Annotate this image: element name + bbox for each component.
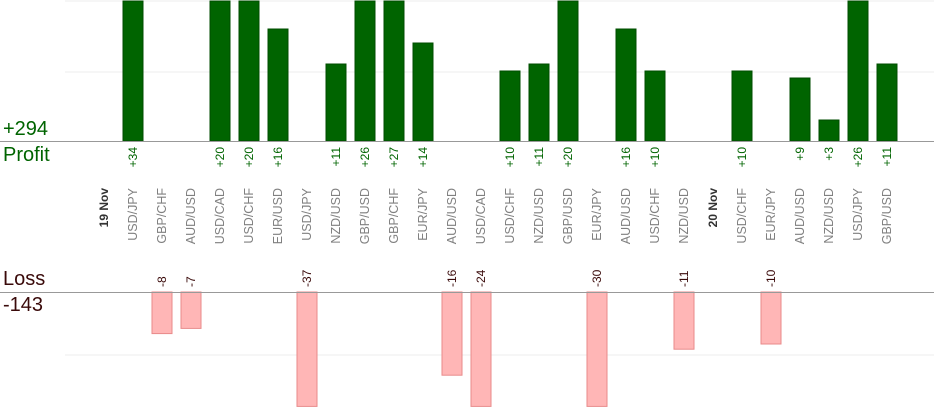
- profit-bar: [122, 0, 144, 142]
- profit-bar: [528, 63, 550, 142]
- category-label: GBP/USD: [561, 188, 575, 244]
- category-label: USD/JPY: [851, 187, 865, 240]
- profit-label: Profit: [3, 144, 50, 166]
- profit-value-label: +14: [416, 147, 430, 168]
- profit-bar: [557, 0, 579, 142]
- category-label: USD/CHF: [648, 188, 662, 244]
- loss-bar: [296, 291, 318, 407]
- profit-value-label: +11: [532, 147, 546, 167]
- profit-bar: [383, 0, 405, 142]
- loss-value-label: -7: [184, 276, 198, 287]
- category-label: GBP/USD: [358, 188, 372, 244]
- profit-bar: [818, 119, 840, 142]
- profit-value-label: +20: [561, 147, 575, 168]
- profit-bar: [354, 0, 376, 142]
- profit-value-label: +27: [387, 147, 401, 168]
- loss-bar: [673, 291, 695, 350]
- profit-bar: [209, 0, 231, 142]
- profit-bar: [644, 70, 666, 142]
- profit-value-label: +11: [329, 147, 343, 167]
- loss-value-label: -37: [300, 269, 314, 287]
- category-label: USD/CHF: [503, 188, 517, 244]
- profit-bar: [731, 70, 753, 142]
- loss-bar: [180, 291, 202, 329]
- profit-value-label: +9: [793, 147, 807, 161]
- category-label: AUD/USD: [445, 188, 459, 244]
- category-label: AUD/USD: [619, 188, 633, 244]
- category-label: USD/CHF: [242, 188, 256, 244]
- category-label: EUR/USD: [271, 188, 285, 244]
- loss-value-label: -16: [445, 269, 459, 287]
- profit-bar: [238, 0, 260, 142]
- category-label: GBP/CHF: [155, 188, 169, 244]
- category-label: NZD/USD: [329, 188, 343, 244]
- profit-value-label: +16: [619, 147, 633, 168]
- loss-total: -143: [3, 294, 44, 316]
- profit-value-label: +26: [358, 147, 372, 168]
- profit-bar: [615, 28, 637, 142]
- loss-value-label: -30: [590, 269, 604, 287]
- category-label: EUR/JPY: [764, 187, 778, 240]
- category-label: NZD/USD: [532, 188, 546, 244]
- profit-bar: [847, 0, 869, 142]
- category-label: USD/CAD: [213, 188, 227, 244]
- loss-value-label: -11: [677, 270, 691, 287]
- category-label: USD/JPY: [126, 187, 140, 240]
- loss-value-label: -24: [474, 269, 488, 287]
- loss-bar: [151, 291, 173, 335]
- loss-value-label: -8: [155, 276, 169, 287]
- loss-bar: [586, 291, 608, 407]
- date-label: 19 Nov: [97, 188, 111, 228]
- loss-bar: [441, 291, 463, 376]
- profit-value-label: +26: [851, 147, 865, 168]
- loss-bar: [470, 291, 492, 407]
- category-label: NZD/USD: [822, 188, 836, 244]
- profit-bar: [325, 63, 347, 142]
- category-label: USD/CHF: [735, 188, 749, 244]
- profit-value-label: +20: [242, 147, 256, 168]
- category-label: USD/CAD: [474, 188, 488, 244]
- profit-bar: [499, 70, 521, 142]
- profit-value-label: +34: [126, 147, 140, 168]
- profit-bar: [789, 77, 811, 142]
- loss-label: Loss: [3, 268, 46, 290]
- category-label: NZD/USD: [677, 188, 691, 244]
- profit-value-label: +20: [213, 147, 227, 168]
- profit-value-label: +10: [735, 147, 749, 168]
- profit-value-label: +16: [271, 147, 285, 168]
- category-label: AUD/USD: [184, 188, 198, 244]
- profit-bar: [412, 42, 434, 142]
- category-label: USD/JPY: [300, 187, 314, 240]
- profit-value-label: +3: [822, 147, 836, 161]
- category-label: EUR/JPY: [590, 187, 604, 240]
- category-label: AUD/USD: [793, 188, 807, 244]
- category-label: GBP/USD: [880, 188, 894, 244]
- category-label: GBP/CHF: [387, 188, 401, 244]
- date-label: 20 Nov: [706, 188, 720, 228]
- profit-value-label: +11: [880, 147, 894, 167]
- profit-value-label: +10: [503, 147, 517, 168]
- category-label: EUR/JPY: [416, 187, 430, 240]
- profit-bar: [876, 63, 898, 142]
- profit-total: +294: [3, 118, 49, 140]
- profit-value-label: +10: [648, 147, 662, 168]
- loss-value-label: -10: [764, 269, 778, 287]
- profit-bar: [267, 28, 289, 142]
- loss-bar: [760, 291, 782, 345]
